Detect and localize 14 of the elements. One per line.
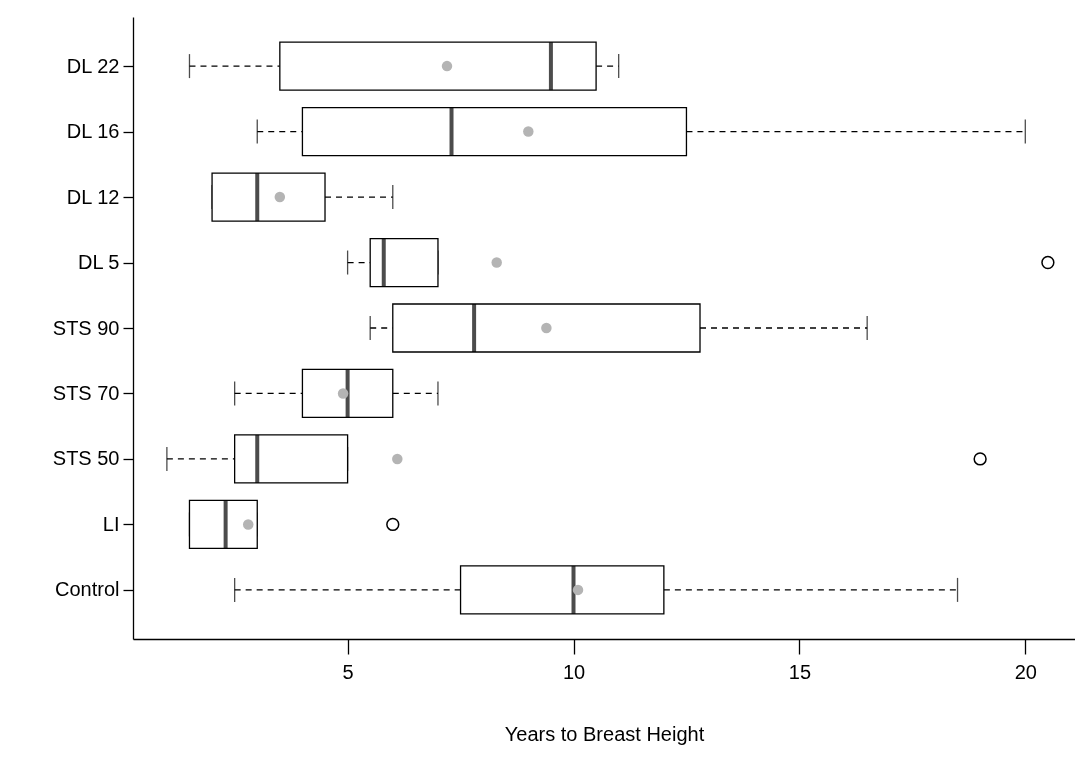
y-tick-label: LI (102, 512, 120, 535)
y-tick-label: DL 12 (66, 185, 120, 208)
x-tick-label: 15 (788, 660, 812, 683)
x-tick-label: 5 (342, 660, 354, 683)
y-tick-label: STS 90 (52, 316, 120, 339)
y-tick-label: STS 70 (52, 381, 120, 404)
y-tick-label: DL 22 (66, 54, 120, 77)
y-tick-label: DL 16 (66, 120, 120, 143)
x-tick-label: 20 (1014, 660, 1037, 683)
y-tick-label: STS 50 (52, 447, 120, 470)
y-tick-label: Control (55, 578, 120, 601)
x-axis-title: Years to Breast Height (504, 722, 705, 745)
x-tick-label: 10 (562, 660, 586, 683)
y-tick-label: DL 5 (77, 251, 120, 274)
